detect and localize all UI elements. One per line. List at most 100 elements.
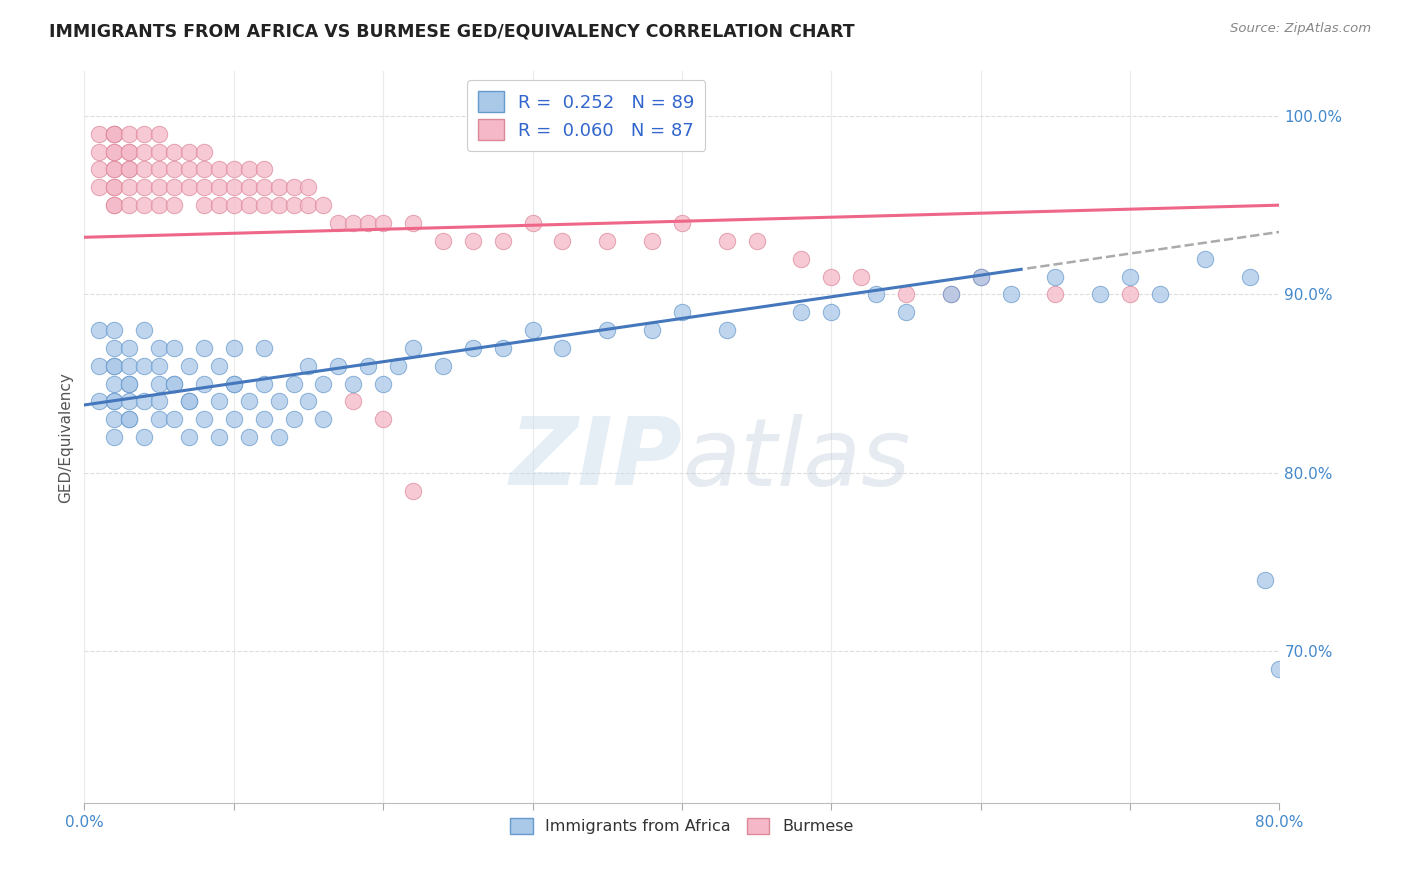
Point bbox=[1239, 269, 1261, 284]
Point bbox=[492, 234, 515, 248]
Point bbox=[253, 198, 276, 212]
Point bbox=[970, 269, 993, 284]
Point bbox=[163, 376, 186, 391]
Point bbox=[89, 359, 111, 373]
Point bbox=[103, 145, 125, 159]
Text: IMMIGRANTS FROM AFRICA VS BURMESE GED/EQUIVALENCY CORRELATION CHART: IMMIGRANTS FROM AFRICA VS BURMESE GED/EQ… bbox=[49, 22, 855, 40]
Point bbox=[177, 145, 200, 159]
Point bbox=[641, 234, 664, 248]
Point bbox=[522, 323, 544, 337]
Point bbox=[208, 162, 231, 177]
Point bbox=[103, 162, 125, 177]
Point bbox=[357, 216, 380, 230]
Point bbox=[790, 252, 813, 266]
Point bbox=[118, 198, 141, 212]
Point bbox=[253, 376, 276, 391]
Point bbox=[132, 359, 156, 373]
Point bbox=[208, 430, 231, 444]
Point bbox=[103, 127, 125, 141]
Point bbox=[163, 412, 186, 426]
Point bbox=[970, 269, 993, 284]
Point bbox=[1000, 287, 1022, 301]
Point bbox=[432, 359, 454, 373]
Point bbox=[103, 359, 125, 373]
Point bbox=[118, 376, 141, 391]
Point bbox=[342, 216, 364, 230]
Point bbox=[222, 341, 245, 355]
Point bbox=[671, 216, 693, 230]
Point bbox=[222, 376, 245, 391]
Point bbox=[894, 305, 917, 319]
Point bbox=[342, 394, 364, 409]
Point bbox=[373, 412, 395, 426]
Point bbox=[267, 198, 290, 212]
Point bbox=[492, 341, 515, 355]
Point bbox=[222, 376, 245, 391]
Point bbox=[118, 376, 141, 391]
Point bbox=[1194, 252, 1216, 266]
Point bbox=[193, 412, 215, 426]
Point bbox=[222, 198, 245, 212]
Point bbox=[238, 180, 260, 194]
Y-axis label: GED/Equivalency: GED/Equivalency bbox=[58, 372, 73, 502]
Point bbox=[820, 269, 842, 284]
Point bbox=[894, 287, 917, 301]
Point bbox=[148, 376, 170, 391]
Point bbox=[103, 394, 125, 409]
Point bbox=[596, 323, 619, 337]
Point bbox=[132, 323, 156, 337]
Point bbox=[283, 376, 305, 391]
Text: Source: ZipAtlas.com: Source: ZipAtlas.com bbox=[1230, 22, 1371, 36]
Point bbox=[238, 162, 260, 177]
Point bbox=[208, 198, 231, 212]
Point bbox=[148, 394, 170, 409]
Point bbox=[342, 376, 364, 391]
Point bbox=[132, 162, 156, 177]
Point bbox=[118, 341, 141, 355]
Point bbox=[312, 376, 335, 391]
Point bbox=[103, 127, 125, 141]
Point bbox=[177, 394, 200, 409]
Point bbox=[103, 359, 125, 373]
Point bbox=[387, 359, 409, 373]
Point bbox=[163, 180, 186, 194]
Point bbox=[118, 394, 141, 409]
Point bbox=[551, 234, 574, 248]
Point bbox=[1045, 287, 1067, 301]
Legend: Immigrants from Africa, Burmese: Immigrants from Africa, Burmese bbox=[502, 810, 862, 842]
Point bbox=[820, 305, 842, 319]
Point bbox=[103, 412, 125, 426]
Point bbox=[208, 180, 231, 194]
Point bbox=[253, 412, 276, 426]
Point bbox=[148, 341, 170, 355]
Point bbox=[1119, 287, 1142, 301]
Point bbox=[193, 198, 215, 212]
Point bbox=[177, 359, 200, 373]
Point bbox=[103, 180, 125, 194]
Point bbox=[193, 376, 215, 391]
Point bbox=[103, 198, 125, 212]
Point bbox=[865, 287, 887, 301]
Point bbox=[118, 127, 141, 141]
Point bbox=[163, 162, 186, 177]
Point bbox=[238, 394, 260, 409]
Point bbox=[118, 412, 141, 426]
Point bbox=[1119, 269, 1142, 284]
Point bbox=[596, 234, 619, 248]
Point bbox=[148, 180, 170, 194]
Point bbox=[177, 430, 200, 444]
Point bbox=[103, 376, 125, 391]
Point bbox=[283, 412, 305, 426]
Text: atlas: atlas bbox=[682, 414, 910, 505]
Point bbox=[222, 180, 245, 194]
Point bbox=[297, 198, 319, 212]
Point bbox=[671, 305, 693, 319]
Point bbox=[89, 162, 111, 177]
Point bbox=[193, 341, 215, 355]
Point bbox=[148, 359, 170, 373]
Point bbox=[551, 341, 574, 355]
Point bbox=[522, 216, 544, 230]
Point bbox=[103, 394, 125, 409]
Point bbox=[267, 394, 290, 409]
Point bbox=[402, 216, 425, 230]
